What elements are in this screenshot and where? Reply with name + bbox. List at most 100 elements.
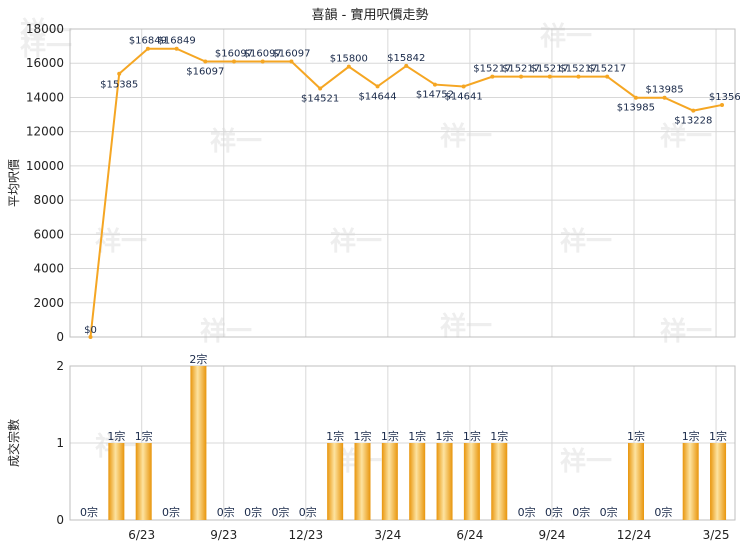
watermark: 祥一 [330,227,382,257]
watermark: 祥一 [20,17,72,47]
count-y-axis-title: 成交宗數 [6,419,21,467]
price-point [461,84,466,89]
count-bar-label: 0宗 [162,505,180,519]
count-bar-label: 0宗 [217,505,235,519]
price-y-axis-title: 平均呎價 [7,159,21,207]
price-gridlines [70,28,735,338]
count-bar [628,443,644,520]
count-bar [354,443,371,520]
count-y-tick-labels: 0 1 2 [56,359,64,527]
count-bar-label: 0宗 [600,505,618,519]
price-point-label: $16849 [158,36,196,47]
price-point-label: $13228 [674,116,712,127]
price-point [174,46,179,51]
watermark: 祥一 [560,447,612,477]
x-tick-label: 9/24 [538,528,565,542]
price-point-label: $14752 [416,90,454,101]
price-y-tick-label: 18000 [26,22,64,36]
price-point [432,82,437,87]
count-bar-label: 0宗 [299,505,317,519]
price-point-label: $15217 [473,64,511,75]
price-y-tick-label: 8000 [33,193,64,207]
count-bar-label: 0宗 [80,505,98,519]
price-y-tick-label: 0 [56,330,64,344]
count-bar [682,443,699,520]
count-bars: 0宗 1宗 1宗 0宗 2宗 0宗 0宗 0宗 0宗 1宗 1宗 1宗 1宗 1宗 1宗 1宗 0宗 0宗 0宗 0宗… [80,352,727,520]
price-line [89,47,723,338]
price-point-label: $13561 [709,92,740,103]
price-point-label: $14644 [358,91,396,102]
price-point-label: $15800 [330,54,368,65]
price-y-tick-label: 14000 [26,90,64,104]
count-bar-label: 1宗 [627,429,645,443]
count-bar [135,443,152,520]
price-point-label: $15842 [387,53,425,64]
price-point-label: $14521 [301,94,339,105]
watermark: 祥一 [95,227,147,257]
price-point [117,71,122,76]
count-y-tick-label: 1 [56,436,64,450]
count-bar-label: 1宗 [463,429,481,443]
count-bar-label: 1宗 [326,429,344,443]
count-bar-label: 0宗 [271,505,289,519]
price-y-tick-label: 10000 [26,159,64,173]
count-bar-label: 1宗 [682,429,700,443]
price-point [720,102,724,107]
x-tick-label: 12/23 [289,528,324,542]
x-tick-label: 6/24 [456,528,483,542]
x-tick-label: 3/25 [703,528,730,542]
count-bar-label: 1宗 [354,429,372,443]
count-bar-label: 0宗 [518,505,536,519]
price-point-label: $15217 [559,64,597,75]
count-bar [108,443,125,520]
x-tick-labels: 6/23 9/23 12/23 3/24 6/24 9/24 12/24 3/25 [128,528,729,542]
watermark: 祥一 [660,317,712,347]
count-bar-label: 1宗 [436,429,454,443]
count-bar-label: 1宗 [408,429,426,443]
price-y-tick-label: 6000 [33,227,64,241]
count-plot-frame [69,365,736,521]
watermark: 祥一 [20,32,72,62]
price-plot-frame [69,28,736,338]
count-bar [381,443,398,520]
price-point-label: $15217 [588,64,626,75]
price-point [346,64,351,69]
price-point-label: $16097 [272,49,310,60]
price-point [203,59,208,64]
watermark: 祥一 [200,317,252,347]
count-bar-label: 1宗 [381,429,399,443]
price-point-label: $15217 [502,64,540,75]
x-tick-label: 3/24 [374,528,401,542]
count-bar-label: 1宗 [107,429,125,443]
watermark: 祥一 [540,22,592,52]
price-point-label: $16097 [215,49,253,60]
count-bar-label: 1宗 [709,429,727,443]
price-point [576,74,581,79]
price-point [289,59,294,64]
count-bar [710,443,727,520]
price-point [404,63,409,68]
price-point-label: $13985 [617,103,655,114]
count-y-tick-label: 2 [56,359,64,373]
price-point-label: $15217 [531,64,569,75]
count-bar [436,443,453,520]
price-point-label: $14641 [445,91,483,102]
price-point [633,95,638,100]
price-point [691,108,696,113]
price-point [318,86,323,91]
price-point-label: $16097 [244,49,282,60]
price-y-tick-label: 4000 [33,262,64,276]
count-bar-label: 0宗 [654,505,672,519]
count-bar-label: 0宗 [545,505,563,519]
count-y-tick-label: 0 [56,513,64,527]
count-bar-label: 0宗 [572,505,590,519]
price-point [375,84,380,89]
price-point [232,59,237,64]
price-point [519,74,524,79]
count-bar [491,443,508,520]
watermark: 祥一 [560,227,612,257]
price-point [145,46,150,51]
count-bar-label: 1宗 [135,429,153,443]
count-bar [463,443,480,520]
chart-title: 喜韻 - 實用呎價走勢 [312,7,429,23]
